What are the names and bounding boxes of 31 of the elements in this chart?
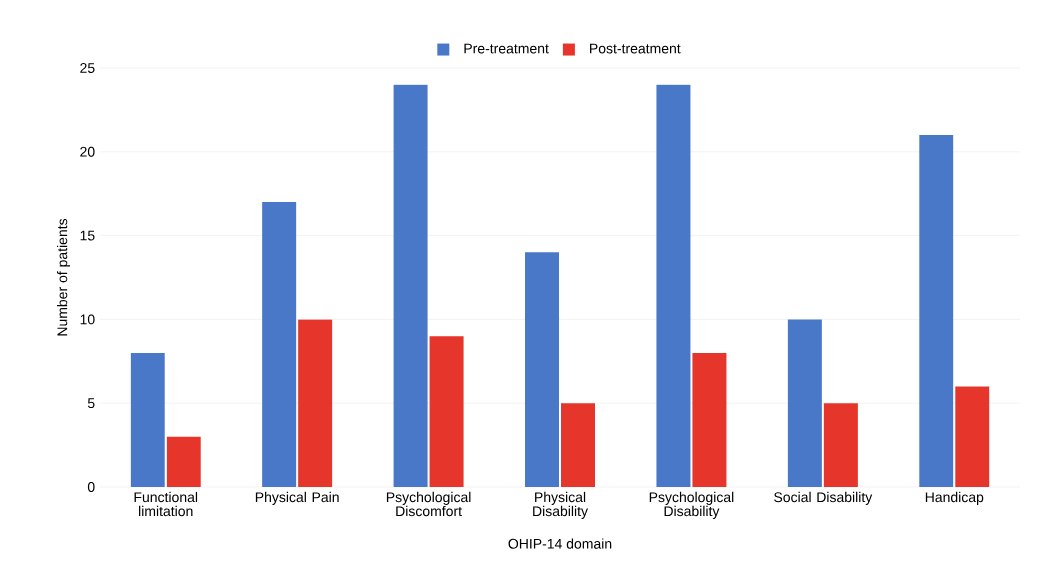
bar [919,135,954,487]
y-tick-label: 15 [80,230,95,241]
y-tick-label: 20 [80,146,95,157]
bar [130,352,165,487]
bar [393,84,428,487]
bar [429,336,464,487]
bar [692,352,727,487]
x-tick-label: Functional limitation [134,491,198,517]
x-axis-title: OHIP-14 domain [508,538,612,549]
bar [298,319,333,487]
bar [955,386,990,487]
bar [525,252,560,487]
x-tick-label: Physical Pain [255,491,339,505]
x-tick-label: Handicap [925,491,984,505]
bar [656,84,691,487]
x-tick-label: Physical Disability [533,491,588,519]
y-axis-title: Number of patients [56,218,71,336]
y-tick-label: 5 [87,398,95,409]
x-tick-label: Psychological Disability [649,491,734,519]
legend-label: Pre-treatment [464,43,549,54]
y-tick-label: 10 [80,314,95,325]
bar [166,436,201,487]
x-tick-label: Social Disability [774,491,873,505]
bar [561,403,596,487]
y-tick-label: 25 [80,63,95,73]
legend-label: Post-treatment [590,43,681,54]
bar [787,319,822,487]
x-tick-label: Psychological Discomfort [386,491,471,517]
bar [262,202,297,487]
y-tick-label: 0 [87,482,95,492]
bar [823,403,858,487]
